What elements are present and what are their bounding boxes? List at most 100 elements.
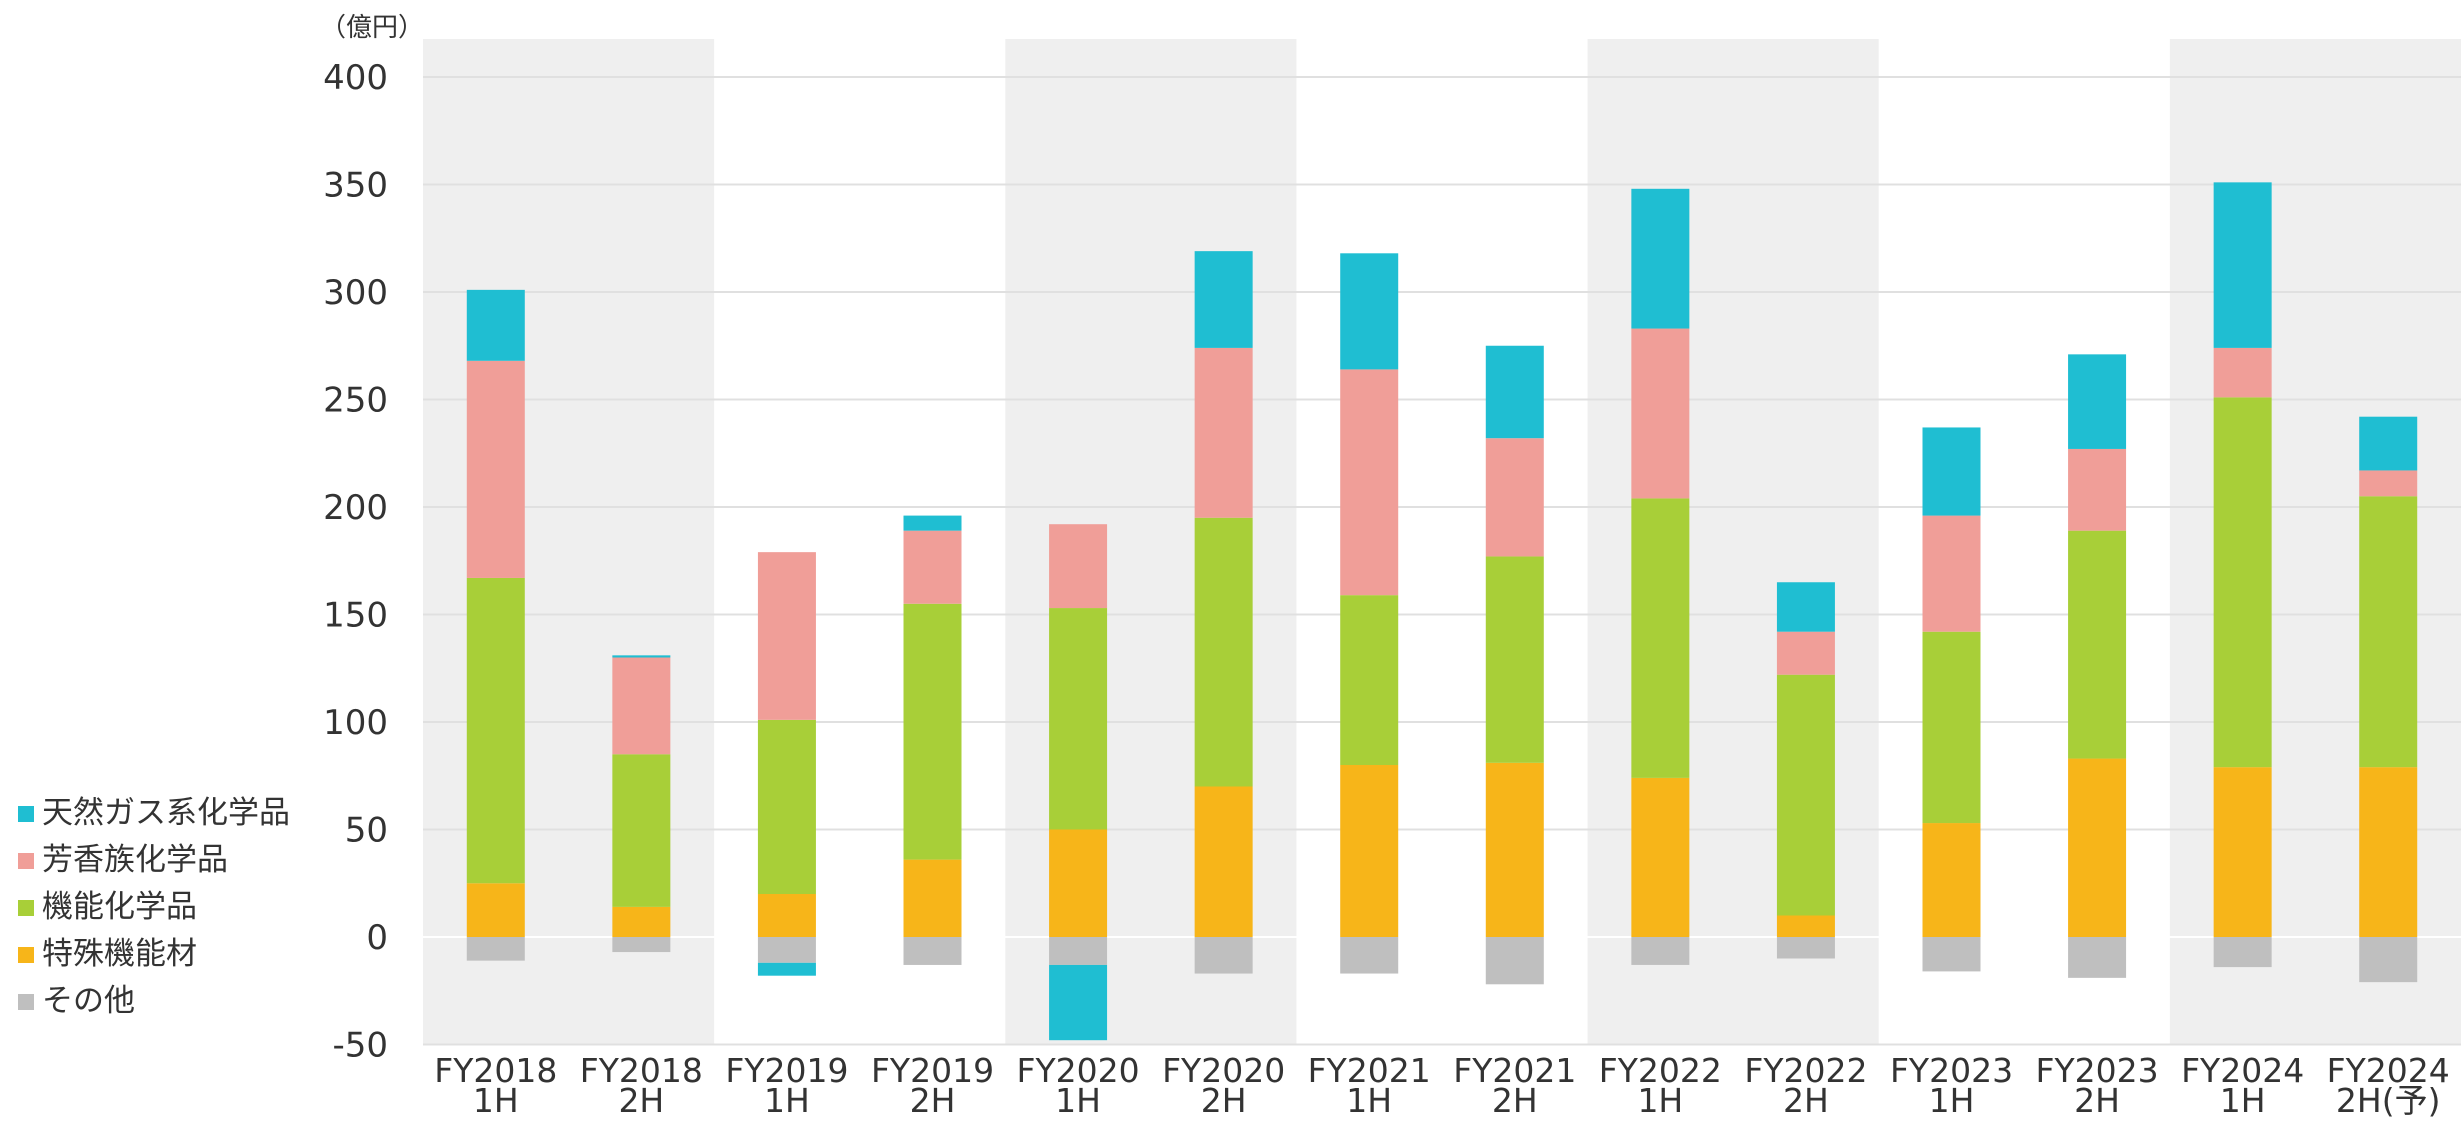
bar-segment xyxy=(2068,937,2127,978)
bar-segment xyxy=(903,530,962,604)
bar-segment xyxy=(2359,767,2418,937)
bar-segment xyxy=(2359,416,2418,471)
bar-segment xyxy=(1922,823,1981,937)
bar-segment xyxy=(466,360,525,578)
x-tick-label-year: FY2023 xyxy=(2036,1051,2159,1090)
y-axis-ticks: -50 0 50 100 150 200 250 300 350 400 xyxy=(323,58,388,1066)
bar-segment xyxy=(757,894,816,937)
bar-segment xyxy=(466,937,525,961)
bar-segment xyxy=(1340,595,1399,765)
gridlines xyxy=(423,76,2461,1046)
bar-segment xyxy=(466,883,525,937)
bar-segment-negative xyxy=(757,962,816,976)
legend-label: 機能化学品 xyxy=(42,889,197,925)
x-tick-label-year: FY2021 xyxy=(1453,1051,1576,1090)
x-tick-label-year: FY2021 xyxy=(1308,1051,1431,1090)
bar-segment xyxy=(1485,937,1544,985)
bar-segment xyxy=(2213,937,2272,968)
bar-segment xyxy=(903,515,962,531)
bar-segment xyxy=(2068,530,2127,759)
bar-segment xyxy=(757,937,816,963)
legend-item: 特殊機能材 xyxy=(18,931,290,978)
y-tick-label: 300 xyxy=(323,273,388,313)
shaded-band-fy2024 xyxy=(2169,39,2461,1045)
bar-segment xyxy=(612,655,671,658)
x-tick-label-year: FY2019 xyxy=(725,1051,848,1090)
legend-swatch xyxy=(18,805,34,822)
y-tick-label: 150 xyxy=(323,596,388,636)
x-tick-label-year: FY2020 xyxy=(1162,1051,1285,1090)
bar-segment xyxy=(612,657,671,755)
x-tick-label-half: 2H xyxy=(1492,1081,1538,1120)
x-tick-label-year: FY2020 xyxy=(1017,1051,1140,1090)
legend-item: その他 xyxy=(18,978,290,1025)
x-tick-label-half: 1H xyxy=(1346,1081,1392,1120)
bar-segment xyxy=(612,906,671,937)
bar-segment xyxy=(1340,937,1399,974)
x-tick-label-half: 2H xyxy=(618,1081,664,1120)
bar-segment xyxy=(2213,347,2272,398)
bar-segment xyxy=(1776,674,1835,916)
bar-segment xyxy=(1340,253,1399,370)
bar-segment xyxy=(1631,777,1690,937)
x-tick-label-year: FY2018 xyxy=(580,1051,703,1090)
bar-segment xyxy=(2068,448,2127,531)
x-tick-label-half: 1H xyxy=(1637,1081,1683,1120)
legend-swatch xyxy=(18,899,34,916)
y-tick-label: 100 xyxy=(323,703,388,743)
y-tick-label: 0 xyxy=(366,918,388,958)
legend-swatch xyxy=(18,993,34,1010)
legend-item: 機能化学品 xyxy=(18,884,290,931)
bar-segment xyxy=(1485,438,1544,557)
legend-item: 芳香族化学品 xyxy=(18,837,290,884)
shaded-band-fy2018 xyxy=(423,39,715,1045)
bar-segment xyxy=(1776,937,1835,959)
y-tick-label: 400 xyxy=(323,58,388,98)
bars xyxy=(466,182,2418,1041)
bar-segment xyxy=(1340,369,1399,596)
x-tick-label-half: 2H xyxy=(2074,1081,2120,1120)
bar-segment xyxy=(612,937,671,953)
x-tick-label-year: FY2019 xyxy=(871,1051,994,1090)
x-tick-label-half: 1H xyxy=(764,1081,810,1120)
bar-segment xyxy=(1049,608,1108,830)
y-tick-label: 250 xyxy=(323,381,388,421)
bar-segment xyxy=(757,552,816,720)
x-tick-label-year: FY2024 xyxy=(2327,1051,2450,1090)
bar-segment xyxy=(1194,251,1253,348)
bar-segment xyxy=(1776,631,1835,675)
bar-segment xyxy=(1485,556,1544,763)
y-tick-label: 200 xyxy=(323,488,388,528)
bar-segment xyxy=(1049,524,1108,609)
x-tick-label-year: FY2022 xyxy=(1599,1051,1722,1090)
x-axis-labels: FY20181HFY20182HFY20191HFY20192HFY20201H… xyxy=(434,1051,2450,1120)
bar-segment xyxy=(1631,188,1690,329)
shaded-year-bands xyxy=(423,39,2461,1045)
bar-segment xyxy=(2359,470,2418,497)
x-tick-label-half: 2H(予) xyxy=(2336,1081,2441,1120)
legend-item: 天然ガス系化学品 xyxy=(18,790,290,837)
shaded-band-fy2022 xyxy=(1587,39,1879,1045)
y-tick-label: -50 xyxy=(332,1026,388,1066)
bar-segment xyxy=(1194,786,1253,937)
x-tick-label-half: 2H xyxy=(1783,1081,1829,1120)
legend-label: 特殊機能材 xyxy=(42,936,197,972)
bar-segment xyxy=(903,603,962,860)
bar-segment xyxy=(1776,915,1835,937)
bar-segment xyxy=(466,577,525,884)
y-axis-unit-label: （億円） xyxy=(320,13,424,43)
bar-segment xyxy=(1922,937,1981,972)
x-tick-label-half: 2H xyxy=(910,1081,956,1120)
x-tick-label-year: FY2024 xyxy=(2181,1051,2304,1090)
bar-segment xyxy=(1340,765,1399,937)
bar-segment xyxy=(2359,496,2418,768)
bar-segment xyxy=(1485,762,1544,937)
bar-segment xyxy=(903,859,962,937)
x-tick-label-half: 2H xyxy=(1201,1081,1247,1120)
bar-segment xyxy=(1049,937,1108,965)
bar-segment xyxy=(1194,937,1253,974)
x-tick-label-half: 1H xyxy=(473,1081,519,1120)
bar-segment xyxy=(1631,937,1690,965)
x-tick-label-half: 1H xyxy=(2220,1081,2266,1120)
